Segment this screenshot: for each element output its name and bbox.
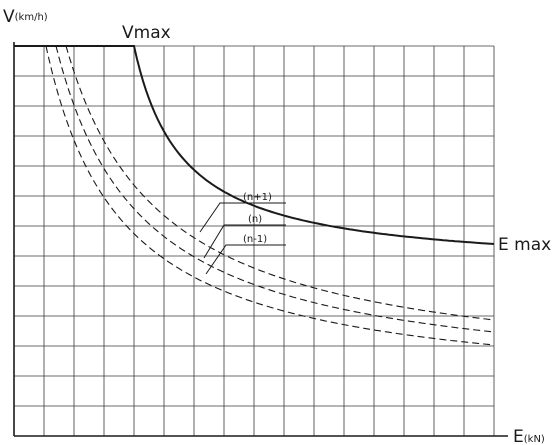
- curve-label-n-minus-1: (n-1): [243, 234, 267, 245]
- emax-label: E max: [498, 235, 551, 255]
- curve-n-minus-1: [45, 45, 494, 346]
- curve-label-n: (n): [248, 214, 262, 225]
- curve-label-n-plus-1: (n+1): [243, 192, 272, 203]
- x-axis-label-main: E: [513, 427, 524, 445]
- leader-line-n-plus-1: [199, 202, 286, 233]
- x-axis-label: E(kN): [513, 427, 545, 445]
- max-envelope-curve: [14, 45, 495, 245]
- y-axis-label-main: V: [3, 7, 15, 27]
- vmax-label: Vmax: [122, 23, 171, 43]
- curve-n: [55, 45, 495, 333]
- curve-n-plus-1: [65, 45, 493, 321]
- y-axis-label-unit: (km/h): [15, 12, 48, 23]
- leader-line-n: [203, 224, 286, 259]
- leader-line-n-minus-1: [205, 244, 286, 275]
- x-axis-label-unit: (kN): [524, 434, 545, 445]
- y-axis-label: V(km/h): [3, 7, 48, 27]
- grid: [14, 45, 495, 436]
